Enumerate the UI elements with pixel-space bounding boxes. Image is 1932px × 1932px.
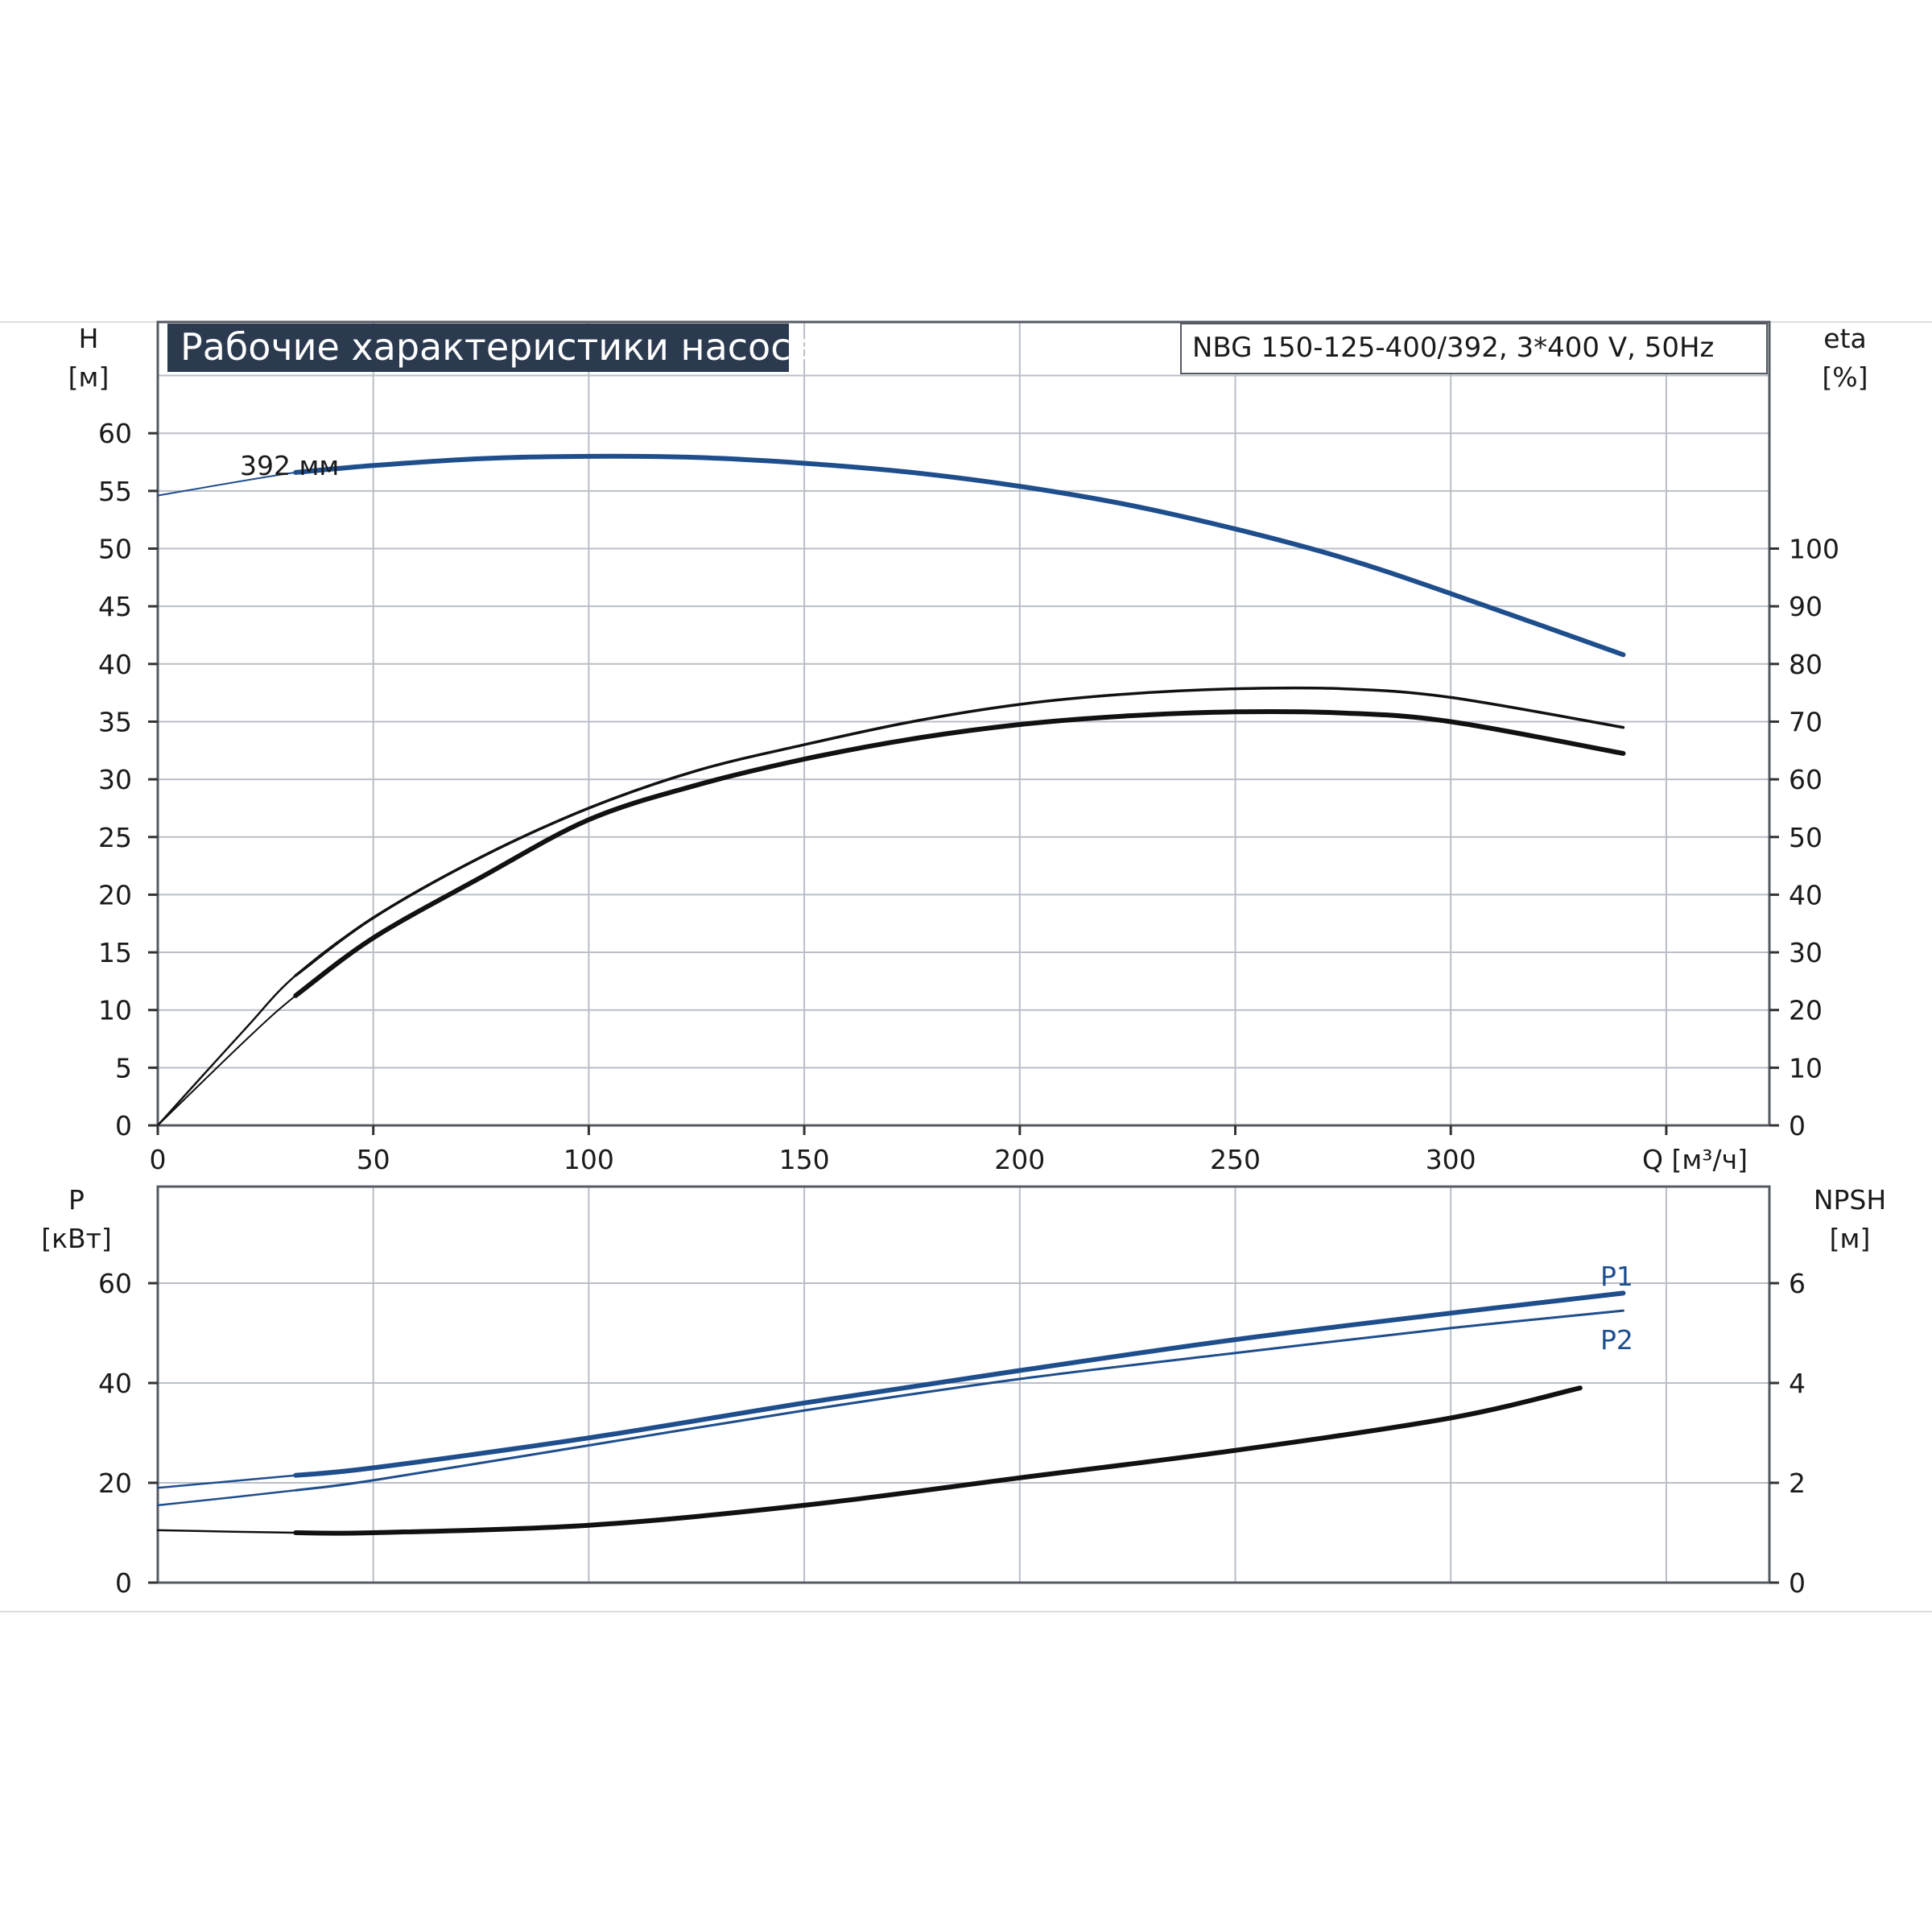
bottom-left-axis-label-line2: [кВт]: [41, 1223, 112, 1254]
bottom-ticks: 0 20 40 60 0 2 4 6: [98, 1268, 1806, 1599]
bottom-plot-frame: [156, 1185, 1771, 1584]
top-curves: [156, 453, 1626, 1127]
top-left-tick-label: 15: [98, 937, 132, 968]
bottom-curve-0-operating: [293, 1290, 1626, 1478]
model-box: [1180, 323, 1768, 374]
x-tick-label: 300: [1426, 1144, 1476, 1175]
top-right-tick-label: 0: [1789, 1110, 1806, 1141]
bottom-left-axis-label-line1: P: [68, 1184, 85, 1216]
bottom-curve-1: [156, 1309, 1624, 1507]
top-curve-0: [157, 455, 1624, 656]
bottom-right-tick-label: 4: [1789, 1368, 1806, 1399]
top-right-tick-label: 100: [1789, 534, 1839, 565]
bottom-curve-2-operating: [293, 1385, 1583, 1536]
bottom-left-tick-label: 0: [115, 1567, 132, 1599]
page-title: Рабочие характеристики насоса: [180, 325, 814, 369]
bottom-curve-2: [156, 1386, 1582, 1535]
x-tick-label: 50: [357, 1144, 390, 1175]
top-right-tick-label: 40: [1789, 879, 1823, 910]
top-left-tick-label: 35: [98, 706, 132, 737]
x-axis-label: Q [м³/ч]: [1642, 1144, 1748, 1175]
top-left-tick-label: 40: [98, 649, 132, 680]
top-right-tick-label: 10: [1789, 1052, 1823, 1084]
x-tick-label: 0: [150, 1144, 167, 1175]
top-curve-0-operating: [293, 453, 1626, 658]
top-left-axis-label-line1: H: [79, 323, 99, 354]
x-tick-label: 150: [779, 1144, 830, 1175]
top-plot-frame: [156, 320, 1771, 1127]
top-left-tick-label: 5: [115, 1052, 132, 1084]
model-label: NBG 150-125-400/392, 3*400 V, 50Hz: [1192, 332, 1714, 364]
top-chart-panel: 0 5 10 15 20 25 30 35 40 45 50 55 60 0 10 20 30 40 50 60 70 8…: [68, 320, 1868, 1175]
top-curve-2: [157, 710, 1624, 1126]
bottom-right-tick-label: 2: [1789, 1468, 1806, 1499]
top-curve-1: [156, 687, 1624, 1127]
top-grid: [158, 322, 1769, 1125]
series-label-p1: P1: [1600, 1261, 1633, 1292]
top-right-tick-label: 50: [1789, 822, 1823, 853]
top-left-tick-label: 60: [98, 418, 132, 449]
top-ticks: 0 5 10 15 20 25 30 35 40 45 50 55 60 0 10 20 30 40 50 60 70 8…: [98, 418, 1839, 1175]
impeller-diameter-annotation: 392 мм: [240, 450, 339, 481]
bottom-grid: [158, 1187, 1769, 1583]
top-right-tick-label: 90: [1789, 591, 1823, 622]
top-left-tick-label: 30: [98, 764, 132, 795]
top-right-tick-label: 60: [1789, 764, 1823, 795]
top-right-axis-label-line1: eta: [1823, 323, 1866, 354]
bottom-left-tick-label: 60: [98, 1268, 132, 1299]
bottom-right-tick-label: 0: [1789, 1567, 1806, 1599]
x-tick-label: 100: [564, 1144, 614, 1175]
top-right-tick-label: 30: [1789, 937, 1823, 968]
top-left-tick-label: 55: [98, 476, 132, 507]
top-right-tick-label: 80: [1789, 649, 1823, 680]
top-curve-2-operating: [293, 708, 1626, 998]
bottom-left-tick-label: 40: [98, 1368, 132, 1399]
x-tick-label: 200: [994, 1144, 1045, 1175]
top-curve-1-operating: [294, 686, 1625, 977]
bottom-chart-panel: 0 20 40 60 0 2 4 6 P [кВт] NPSH [м] P1 P2: [41, 1184, 1886, 1599]
top-left-tick-label: 20: [98, 879, 132, 910]
top-right-axis-label-line2: [%]: [1822, 361, 1868, 393]
bottom-right-axis-label-line1: NPSH: [1814, 1184, 1886, 1216]
top-left-tick-label: 50: [98, 534, 132, 565]
bottom-right-tick-label: 6: [1789, 1268, 1806, 1299]
title-box: [167, 324, 789, 372]
bottom-curve-1-operating: [294, 1309, 1624, 1492]
top-left-tick-label: 25: [98, 822, 132, 853]
top-left-axis-label-line2: [м]: [68, 361, 109, 393]
bottom-right-axis-label-line2: [м]: [1830, 1223, 1871, 1254]
bottom-left-tick-label: 20: [98, 1468, 132, 1499]
top-left-tick-label: 10: [98, 995, 132, 1026]
top-right-tick-label: 70: [1789, 706, 1823, 737]
top-right-tick-label: 20: [1789, 995, 1823, 1026]
top-left-tick-label: 45: [98, 591, 132, 622]
bottom-curves: [156, 1290, 1626, 1536]
top-left-tick-label: 0: [115, 1110, 132, 1141]
series-label-p2: P2: [1600, 1324, 1633, 1356]
x-tick-label: 250: [1210, 1144, 1261, 1175]
